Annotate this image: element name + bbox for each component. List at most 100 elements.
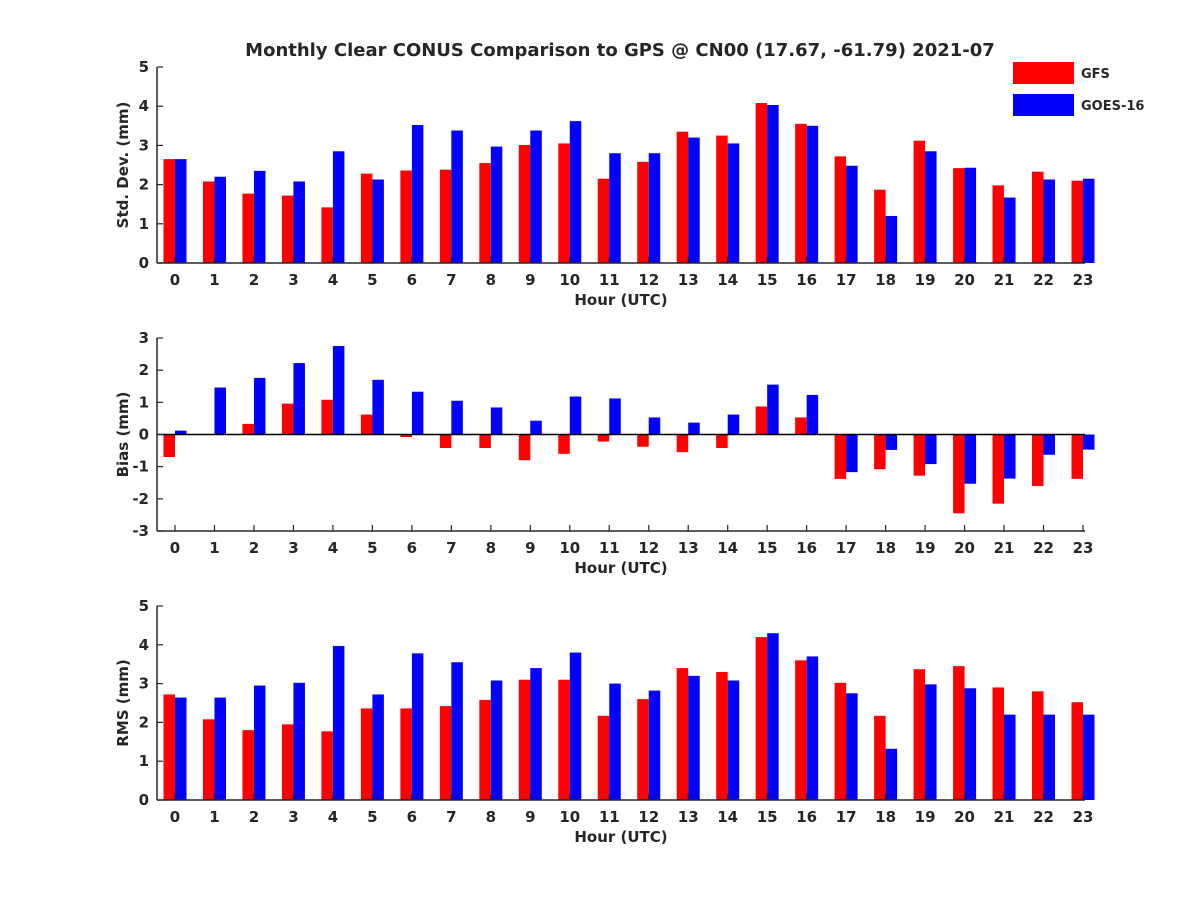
- bar-gfs-hour-15: [755, 406, 768, 435]
- x-tick-label: 8: [486, 539, 496, 557]
- x-tick-label: 15: [757, 808, 778, 826]
- bar-gfs-hour-12: [637, 699, 649, 800]
- bar-gfs-hour-16: [795, 660, 807, 800]
- bar-goes-16-hour-11: [609, 398, 621, 435]
- legend-swatch-gfs: [1013, 62, 1074, 84]
- bar-goes-16-hour-21: [1004, 197, 1016, 263]
- x-axis-label: Hour (UTC): [574, 559, 667, 577]
- bar-gfs-hour-23: [1071, 180, 1083, 263]
- x-tick-label: 18: [875, 271, 896, 289]
- bar-goes-16-hour-0: [175, 159, 187, 263]
- bar-goes-16-hour-5: [372, 694, 384, 800]
- bar-gfs-hour-5: [360, 173, 373, 263]
- bar-gfs-hour-14: [716, 671, 728, 800]
- bar-goes-16-hour-4: [332, 645, 345, 800]
- x-tick-label: 5: [367, 808, 377, 826]
- x-tick-label: 8: [486, 808, 496, 826]
- bar-goes-16-hour-20: [964, 167, 977, 263]
- bar-goes-16-hour-9: [530, 130, 542, 263]
- x-tick-label: 20: [954, 539, 975, 557]
- x-tick-label: 7: [446, 271, 456, 289]
- bar-goes-16-hour-17: [846, 434, 858, 473]
- y-tick-label: 2: [139, 176, 149, 194]
- x-tick-label: 0: [170, 808, 180, 826]
- bar-goes-16-hour-12: [648, 690, 661, 800]
- legend-label-gfs: GFS: [1081, 67, 1110, 82]
- bar-goes-16-hour-15: [767, 384, 779, 435]
- bar-goes-16-hour-8: [490, 680, 503, 800]
- bar-gfs-hour-15: [755, 103, 768, 263]
- bar-gfs-hour-6: [400, 434, 412, 438]
- bar-goes-16-hour-15: [767, 633, 779, 800]
- bar-gfs-hour-7: [439, 434, 452, 449]
- bar-gfs-hour-13: [676, 434, 689, 453]
- y-tick-label: 0: [139, 426, 149, 444]
- bar-goes-16-hour-16: [806, 656, 819, 800]
- x-tick-label: 2: [249, 271, 259, 289]
- x-tick-label: 9: [525, 808, 535, 826]
- bar-gfs-hour-9: [518, 145, 531, 263]
- x-tick-label: 18: [875, 808, 896, 826]
- x-tick-label: 20: [954, 808, 975, 826]
- x-tick-label: 23: [1073, 808, 1094, 826]
- bar-goes-16-hour-9: [530, 668, 542, 800]
- x-tick-label: 11: [599, 271, 620, 289]
- bar-gfs-hour-3: [281, 195, 294, 263]
- x-tick-label: 10: [559, 808, 580, 826]
- y-tick-label: 3: [139, 329, 149, 347]
- bar-gfs-hour-7: [439, 706, 452, 800]
- bar-gfs-hour-4: [321, 731, 333, 800]
- y-tick-label: 1: [139, 752, 149, 770]
- bar-goes-16-hour-19: [925, 434, 937, 465]
- bar-gfs-hour-6: [400, 170, 412, 263]
- bar-goes-16-hour-23: [1083, 714, 1095, 800]
- bar-gfs-hour-8: [479, 699, 491, 800]
- bar-gfs-hour-10: [558, 434, 570, 454]
- x-tick-label: 1: [209, 271, 219, 289]
- bar-gfs-hour-17: [834, 434, 847, 479]
- bar-gfs-hour-8: [479, 434, 491, 449]
- bar-gfs-hour-13: [676, 131, 689, 263]
- x-tick-label: 6: [407, 539, 417, 557]
- x-tick-label: 2: [249, 808, 259, 826]
- bar-goes-16-hour-6: [411, 653, 424, 800]
- x-tick-label: 14: [717, 271, 738, 289]
- y-tick-label: 5: [139, 58, 149, 76]
- legend-swatch-goes-16: [1013, 94, 1074, 116]
- chart-title: Monthly Clear CONUS Comparison to GPS @ …: [245, 40, 995, 61]
- bar-gfs-hour-8: [479, 163, 491, 263]
- bar-goes-16-hour-0: [175, 430, 187, 435]
- bar-goes-16-hour-7: [451, 662, 463, 800]
- bar-gfs-hour-2: [242, 730, 254, 800]
- bar-gfs-hour-20: [953, 434, 965, 514]
- bar-gfs-hour-13: [676, 668, 689, 800]
- x-tick-label: 6: [407, 808, 417, 826]
- x-tick-label: 21: [994, 539, 1015, 557]
- bar-gfs-hour-19: [913, 434, 926, 476]
- x-tick-label: 16: [796, 539, 817, 557]
- bar-gfs-hour-11: [597, 434, 610, 442]
- bar-gfs-hour-3: [281, 403, 294, 435]
- bar-goes-16-hour-11: [609, 683, 621, 800]
- x-tick-label: 12: [638, 808, 659, 826]
- bar-gfs-hour-11: [597, 715, 610, 800]
- bar-goes-16-hour-14: [727, 143, 740, 263]
- x-tick-label: 19: [915, 808, 936, 826]
- bar-gfs-hour-16: [795, 417, 807, 435]
- bar-goes-16-hour-20: [964, 688, 977, 800]
- x-tick-label: 22: [1033, 271, 1054, 289]
- y-tick-label: 5: [139, 597, 149, 615]
- bar-goes-16-hour-21: [1004, 434, 1016, 479]
- bar-gfs-hour-22: [1032, 434, 1044, 486]
- bar-goes-16-hour-0: [175, 697, 187, 800]
- bar-goes-16-hour-16: [806, 394, 819, 435]
- bar-goes-16-hour-19: [925, 151, 937, 263]
- bar-gfs-hour-21: [992, 434, 1005, 504]
- bar-gfs-hour-17: [834, 156, 847, 263]
- bar-gfs-hour-2: [242, 193, 254, 263]
- x-tick-label: 22: [1033, 808, 1054, 826]
- bar-goes-16-hour-12: [648, 153, 661, 263]
- y-tick-label: 2: [139, 361, 149, 379]
